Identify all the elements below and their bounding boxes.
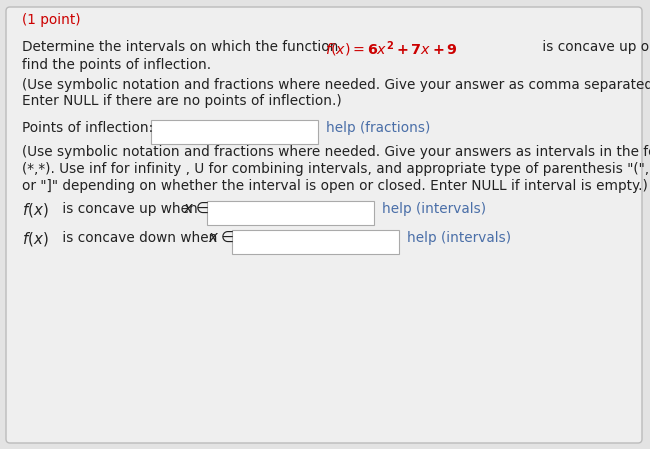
Text: $\mathbf{\mathit{f(x)}}=\mathbf{6\mathit{x}^2+7\mathit{x}+9}$: $\mathbf{\mathit{f(x)}}=\mathbf{6\mathit… [325, 39, 458, 59]
FancyBboxPatch shape [232, 230, 399, 254]
Text: find the points of inflection.: find the points of inflection. [22, 58, 211, 72]
Text: $\mathit{x}\in$: $\mathit{x}\in$ [183, 201, 209, 216]
Text: $\mathit{x}\in$: $\mathit{x}\in$ [208, 230, 234, 245]
Text: Enter NULL if there are no points of inflection.): Enter NULL if there are no points of inf… [22, 94, 342, 108]
Text: $\mathit{f(x)}$: $\mathit{f(x)}$ [22, 230, 49, 248]
Text: (*,*). Use inf for infinity , U for combining intervals, and appropriate type of: (*,*). Use inf for infinity , U for comb… [22, 162, 650, 176]
FancyBboxPatch shape [207, 201, 374, 225]
Text: (Use symbolic notation and fractions where needed. Give your answer as comma sep: (Use symbolic notation and fractions whe… [22, 78, 650, 92]
Text: (1 point): (1 point) [22, 13, 81, 27]
Text: help (intervals): help (intervals) [382, 202, 486, 216]
Text: or "]" depending on whether the interval is open or closed. Enter NULL if interv: or "]" depending on whether the interval… [22, 179, 648, 193]
Text: is concave up when: is concave up when [58, 202, 202, 216]
Text: is concave down when: is concave down when [58, 231, 222, 245]
Text: help (intervals): help (intervals) [407, 231, 511, 245]
Text: $\mathit{f(x)}$: $\mathit{f(x)}$ [22, 201, 49, 219]
Text: is concave up or down and: is concave up or down and [538, 40, 650, 54]
Text: help (fractions): help (fractions) [326, 121, 430, 135]
FancyBboxPatch shape [151, 120, 318, 144]
Text: Determine the intervals on which the function: Determine the intervals on which the fun… [22, 40, 343, 54]
Text: (Use symbolic notation and fractions where needed. Give your answers as interval: (Use symbolic notation and fractions whe… [22, 145, 650, 159]
Text: Points of inflection:: Points of inflection: [22, 121, 153, 135]
FancyBboxPatch shape [6, 7, 642, 443]
